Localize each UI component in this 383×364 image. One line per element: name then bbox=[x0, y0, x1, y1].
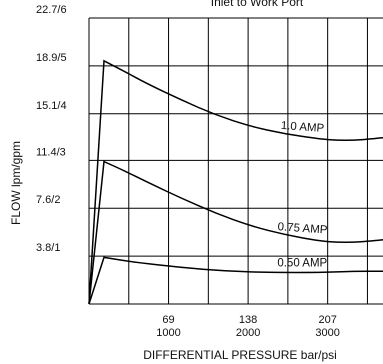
series-label-1: 0.75 AMP bbox=[277, 221, 328, 236]
x-tick-label-psi: 1000 bbox=[156, 327, 180, 339]
x-tick-label-psi: 2000 bbox=[236, 327, 260, 339]
series-curve-1 bbox=[88, 160, 383, 305]
x-tick-label-bar: 69 bbox=[162, 314, 174, 326]
series-curve-2 bbox=[88, 256, 383, 305]
x-axis-title: DIFFERENTIAL PRESSURE bar/psi bbox=[143, 348, 337, 362]
series-curve-0 bbox=[88, 59, 383, 305]
y-tick-label: 22.7/6 bbox=[36, 4, 67, 16]
y-axis-title: FLOW lpm/gpm bbox=[9, 141, 23, 225]
x-tick-label-bar: 138 bbox=[239, 314, 257, 326]
series-label-2: 0.50 AMP bbox=[277, 258, 327, 270]
chart-title: Inlet to Work Port bbox=[211, 0, 304, 9]
series-label-0: 1.0 AMP bbox=[280, 120, 325, 135]
series-curves: 1.0 AMP 0.75 AMP 0.50 AMP bbox=[88, 59, 383, 305]
y-tick-label: 7.6/2 bbox=[36, 194, 60, 206]
y-tick-label: 18.9/5 bbox=[36, 52, 67, 64]
y-tick-label: 3.8/1 bbox=[36, 242, 60, 254]
x-tick-label-bar: 207 bbox=[318, 314, 336, 326]
y-tick-labels: 3.8/1 7.6/2 11.4/3 15.1/4 18.9/5 22.7/6 bbox=[36, 4, 67, 254]
x-tick-label-psi: 3000 bbox=[315, 327, 339, 339]
y-tick-label: 11.4/3 bbox=[36, 146, 66, 158]
y-tick-label: 15.1/4 bbox=[36, 100, 67, 112]
grid bbox=[88, 17, 383, 305]
